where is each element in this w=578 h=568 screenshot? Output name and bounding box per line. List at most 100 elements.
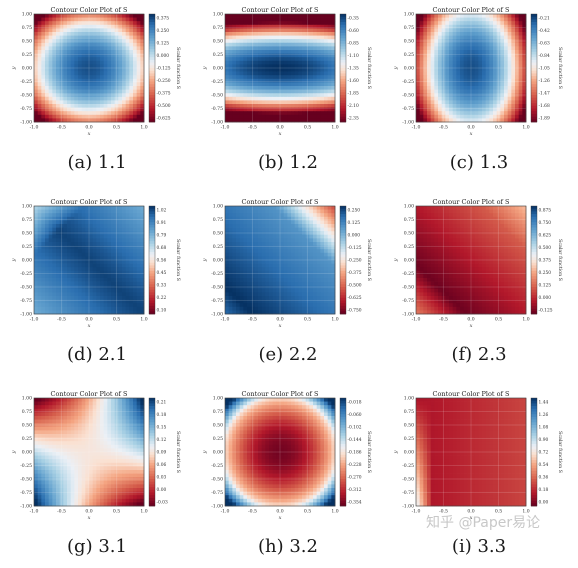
heatmap-cell [420, 61, 424, 65]
heatmap-cell [431, 32, 435, 36]
heatmap-cell [229, 64, 233, 68]
heatmap-cell [118, 206, 122, 210]
heatmap-cell [225, 97, 229, 101]
heatmap-cell [265, 296, 269, 300]
heatmap-cell [232, 253, 236, 257]
heatmap-cell [107, 210, 111, 214]
heatmap-cell [489, 108, 493, 112]
heatmap-cell [254, 28, 258, 32]
heatmap-cell [464, 43, 468, 47]
heatmap-cell [254, 307, 258, 311]
heatmap-cell [236, 75, 240, 79]
heatmap-cell [38, 206, 42, 210]
heatmap-cell [254, 64, 258, 68]
heatmap-cell [107, 115, 111, 119]
heatmap-cell [309, 82, 313, 86]
heatmap-cell [254, 292, 258, 296]
heatmap-cell [225, 224, 229, 228]
heatmap-cell [129, 264, 133, 268]
heatmap-cell [96, 271, 100, 275]
colorbar-tick-label: -0.84 [539, 54, 550, 59]
heatmap-cell [232, 206, 236, 210]
heatmap-cell [56, 260, 60, 264]
heatmap-cell [229, 108, 233, 112]
heatmap-cell [284, 271, 288, 275]
heatmap-cell [122, 213, 126, 217]
heatmap-cell [126, 228, 130, 232]
heatmap-cell [52, 115, 56, 119]
heatmap-cell [328, 296, 332, 300]
heatmap-cell [262, 100, 266, 104]
heatmap-cell [49, 25, 53, 29]
heatmap-cell [291, 54, 295, 58]
heatmap-cell [126, 32, 130, 36]
heatmap-cell [85, 46, 89, 50]
heatmap-cell [486, 46, 490, 50]
heatmap-cell [111, 57, 115, 61]
heatmap-cell [38, 100, 42, 104]
heatmap-cell [100, 220, 104, 224]
heatmap-cell [38, 213, 42, 217]
heatmap-cell [104, 264, 108, 268]
heatmap-cell [89, 246, 93, 250]
heatmap-cell [78, 278, 82, 282]
heatmap-cell [515, 54, 519, 58]
heatmap-cell [107, 213, 111, 217]
heatmap-cell [49, 289, 53, 293]
heatmap-cell [262, 210, 266, 214]
heatmap-cell [52, 253, 56, 257]
heatmap-cell [500, 43, 504, 47]
heatmap-cell [291, 303, 295, 307]
heatmap-cell [438, 75, 442, 79]
plot-title: Contour Color Plot of S [433, 6, 510, 14]
heatmap-cell [445, 64, 449, 68]
heatmap-cell [82, 289, 86, 293]
heatmap-cell [276, 274, 280, 278]
heatmap-cell [254, 104, 258, 108]
heatmap-cell [129, 289, 133, 293]
heatmap-cell [100, 260, 104, 264]
colorbar-segment [149, 295, 155, 298]
heatmap-cell [89, 213, 93, 217]
heatmap-cell [298, 43, 302, 47]
heatmap-cell [104, 256, 108, 260]
heatmap-cell [471, 54, 475, 58]
heatmap-cell [320, 32, 324, 36]
heatmap-cell [309, 90, 313, 94]
colorbar-segment [149, 206, 155, 209]
heatmap-cell [129, 271, 133, 275]
colorbar-tick-label: -1.85 [348, 92, 359, 97]
colorbar-segment [149, 92, 155, 95]
heatmap-cell [276, 307, 280, 311]
heatmap-cell [38, 253, 42, 257]
heatmap-cell [302, 64, 306, 68]
heatmap-cell [78, 303, 82, 307]
colorbar-segment [340, 14, 346, 17]
heatmap-cell [74, 21, 78, 25]
heatmap-cell [118, 300, 122, 304]
heatmap-cell [254, 256, 258, 260]
heatmap-cell [41, 97, 45, 101]
heatmap-cell [89, 82, 93, 86]
heatmap-cell [229, 260, 233, 264]
heatmap-cell [519, 61, 523, 65]
heatmap-cell [111, 14, 115, 18]
heatmap-cell [464, 46, 468, 50]
heatmap-cell [225, 253, 229, 257]
colorbar-tick-label: 0.250 [348, 209, 361, 214]
heatmap-cell [225, 50, 229, 54]
heatmap-cell [137, 111, 141, 115]
heatmap-cell [100, 300, 104, 304]
heatmap-cell [287, 97, 291, 101]
heatmap-cell [313, 32, 317, 36]
heatmap-cell [126, 50, 130, 54]
heatmap-cell [225, 260, 229, 264]
heatmap-cell [85, 43, 89, 47]
heatmap-cell [122, 238, 126, 242]
heatmap-cell [96, 14, 100, 18]
colorbar-segment [149, 36, 155, 39]
heatmap-cell [269, 260, 273, 264]
heatmap-cell [324, 282, 328, 286]
heatmap-cell [328, 238, 332, 242]
